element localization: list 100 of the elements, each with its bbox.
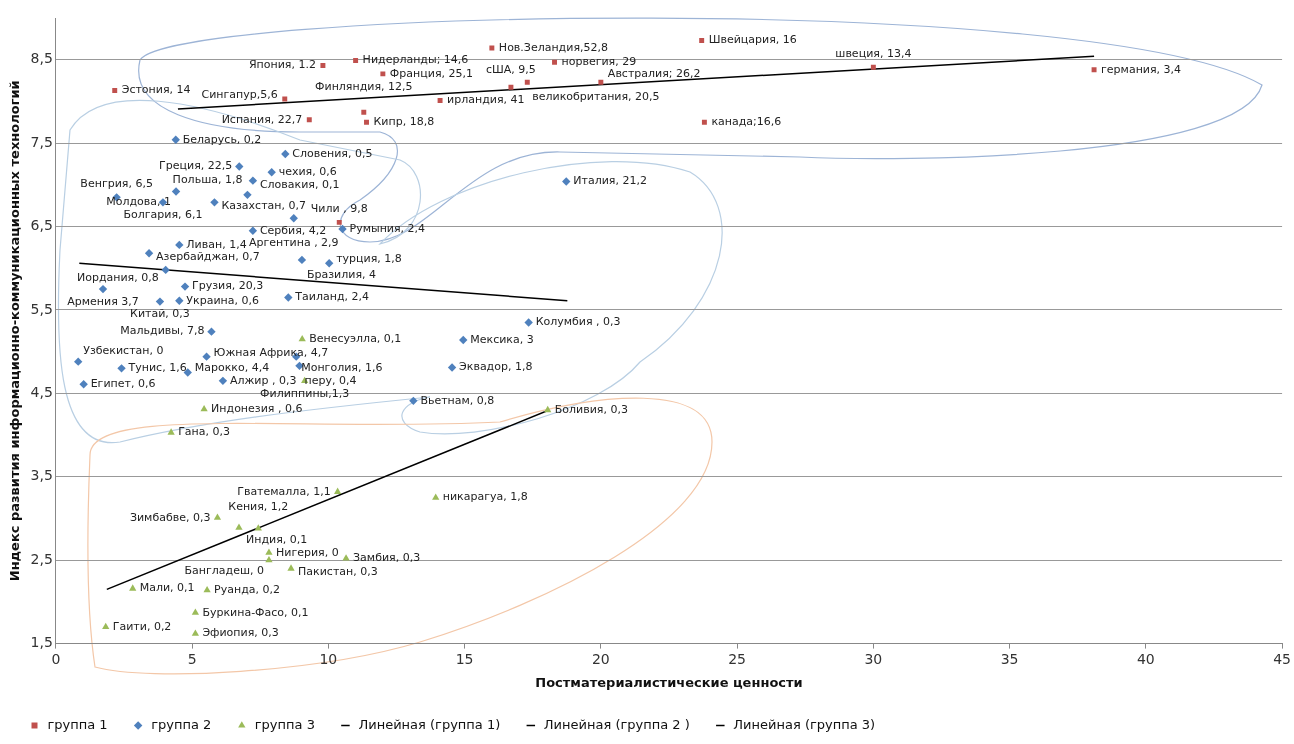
point	[171, 135, 180, 144]
point	[524, 318, 533, 327]
point	[524, 79, 530, 85]
legend-label: группа 1	[47, 716, 108, 732]
point	[447, 363, 457, 372]
point	[235, 523, 243, 530]
point	[870, 64, 876, 70]
annotation: Швейцария, 16	[708, 33, 797, 47]
point	[175, 240, 184, 250]
point	[1091, 67, 1097, 73]
annotation: Казахстан, 0,7	[221, 199, 306, 213]
annotation: Болгария, 6,1	[123, 208, 203, 222]
annotation: Беларусь, 0,2	[182, 132, 262, 146]
point	[701, 119, 707, 125]
annotation: Франция, 25,1	[389, 66, 473, 80]
point	[200, 405, 208, 412]
y-tick-label: 8,5	[30, 50, 53, 67]
annotation: ирландия, 41	[447, 93, 525, 107]
annotation: Зимбабве, 0,3	[129, 510, 211, 524]
point	[129, 584, 137, 591]
point	[218, 376, 228, 386]
point	[324, 259, 334, 268]
point	[203, 586, 211, 593]
annotation: Китай, 0,3	[130, 307, 190, 321]
y-tick-label: 2,5	[30, 550, 53, 567]
annotation: Буркина-Фасо, 0,1	[202, 605, 309, 619]
point	[282, 96, 288, 102]
point	[74, 357, 83, 366]
y-tick-label: 6,5	[30, 217, 53, 234]
annotation: Сингапур,5,6	[201, 87, 278, 101]
y-tick-label: 5,5	[30, 300, 53, 317]
annotation: Колумбия , 0,3	[535, 315, 621, 329]
annotation: Испания, 22,7	[221, 112, 303, 126]
annotation: Марокко, 4,4	[194, 361, 270, 375]
annotation: Монголия, 1,6	[301, 360, 383, 374]
y-tick-label: 3,5	[30, 467, 53, 484]
annotation: Кения, 1,2	[228, 500, 289, 514]
annotation: Вьетнам, 0,8	[420, 393, 495, 407]
point	[353, 58, 359, 64]
annotation: Венесуэлла, 0,1	[309, 332, 402, 345]
point	[112, 88, 118, 94]
point	[175, 296, 184, 305]
point	[338, 224, 347, 234]
point	[699, 38, 705, 43]
annotation: Словакия, 0,1	[259, 177, 340, 191]
x-tick-label: 40	[1136, 650, 1155, 667]
point	[306, 117, 312, 123]
point	[289, 213, 298, 223]
y-tick-label: 7,5	[30, 133, 53, 150]
point	[287, 564, 295, 571]
point	[508, 84, 514, 90]
point	[265, 548, 273, 555]
point	[284, 293, 293, 302]
annotation: Италия, 21,2	[573, 174, 647, 188]
point	[167, 428, 175, 435]
annotation: Бангладеш, 0	[184, 564, 264, 578]
annotation: Индонезия , 0,6	[211, 402, 303, 416]
annotation: Румыния, 2,4	[349, 221, 426, 235]
point	[281, 149, 290, 159]
point	[98, 284, 108, 294]
point	[102, 622, 110, 630]
point	[598, 79, 604, 85]
point	[265, 555, 273, 563]
annotation: Гаити, 0,2	[112, 619, 172, 633]
y-axis-title: Индекс развития информационно-коммуникационных технологий	[7, 80, 23, 582]
annotation: Нидерланды; 14,6	[362, 53, 469, 67]
point	[254, 524, 262, 531]
x-tick-label: 15	[455, 650, 474, 667]
point	[336, 219, 342, 225]
legend-label: группа 3	[254, 716, 315, 732]
point	[320, 63, 326, 69]
point	[333, 487, 342, 494]
annotation: турция, 1,8	[336, 252, 402, 266]
annotation: Таиланд, 2,4	[294, 290, 369, 304]
annotation: Пакистан, 0,3	[298, 565, 378, 579]
y-tick-label: 4,5	[30, 384, 53, 400]
annotation: Эквадор, 1,8	[459, 360, 533, 374]
point	[298, 334, 306, 342]
annotation: Венгрия, 6,5	[80, 177, 153, 191]
point	[191, 629, 200, 636]
point	[144, 249, 154, 258]
x-tick-label: 35	[1000, 650, 1019, 667]
annotation: Мальдивы, 7,8	[120, 324, 205, 338]
point	[207, 327, 216, 336]
point	[243, 190, 252, 200]
annotation: Нов.Зеландия,52,8	[498, 40, 608, 54]
annotation: швеция, 13,4	[835, 47, 912, 61]
legend-label: Линейная (группа 3)	[733, 716, 876, 732]
point	[552, 59, 558, 65]
annotation: Аргентина , 2,9	[248, 236, 339, 250]
annotation: Япония, 1.2	[248, 58, 316, 72]
annotation: Гватемалла, 1,1	[237, 484, 331, 498]
point	[79, 379, 88, 389]
annotation: Сербия, 4,2	[259, 223, 327, 237]
annotation: Польша, 1,8	[172, 172, 243, 186]
point	[171, 187, 181, 196]
point	[459, 335, 468, 345]
annotation: Замбия, 0,3	[353, 551, 421, 565]
point	[342, 554, 350, 561]
x-tick-label: 30	[864, 650, 883, 667]
